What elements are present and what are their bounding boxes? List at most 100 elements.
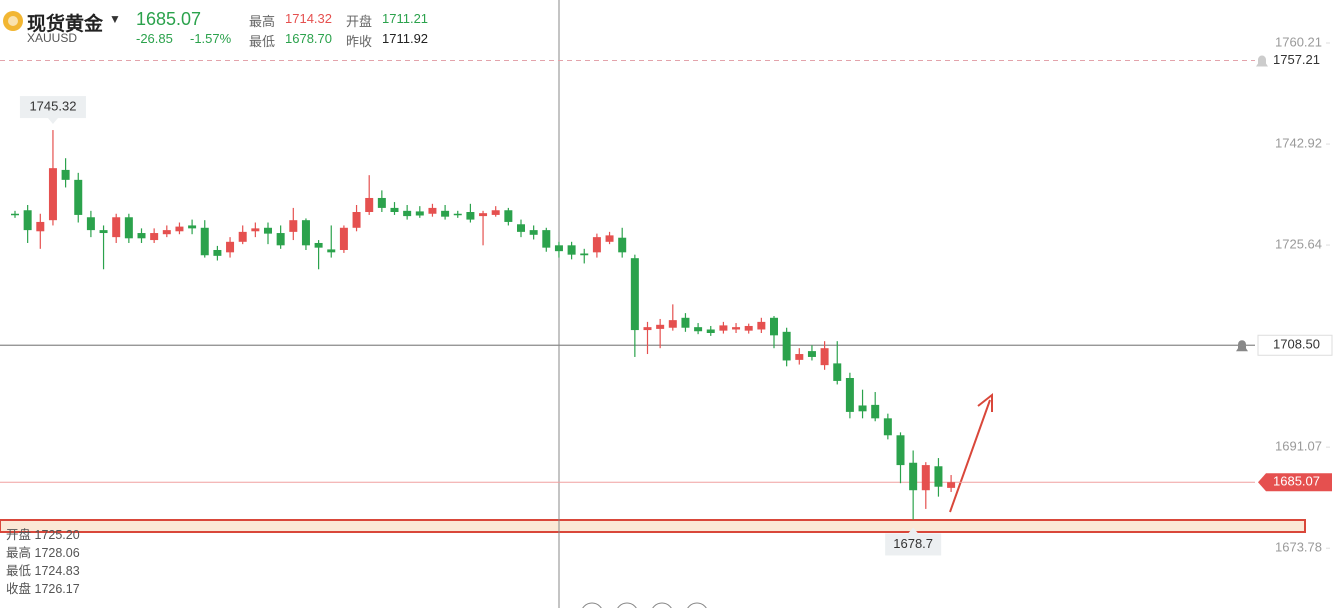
candle-body — [466, 211, 475, 220]
button[interactable] — [616, 602, 638, 608]
candle-body — [656, 324, 665, 329]
candle-body — [782, 331, 791, 361]
candle-body — [36, 221, 45, 232]
candle-body — [757, 321, 766, 330]
candle-body — [188, 225, 197, 229]
candle-body — [415, 211, 424, 216]
candle-body — [11, 213, 19, 216]
candle-body — [668, 320, 677, 328]
candle-body — [276, 233, 285, 246]
candle-body — [719, 325, 728, 331]
stat-value: 1711.21 — [382, 11, 429, 26]
candle-body — [289, 220, 298, 232]
candle-body — [820, 348, 829, 366]
high-label-box — [19, 96, 86, 119]
candle-body — [630, 258, 639, 331]
candle-body — [858, 405, 867, 412]
arrow-line — [949, 399, 991, 513]
instrument-name[interactable]: 现货黄金 — [27, 14, 104, 35]
bottom-buttons — [581, 602, 708, 608]
price-tag-label: 1708.50 — [1273, 337, 1320, 352]
candle-body — [732, 327, 741, 330]
candle-body — [504, 210, 513, 222]
candle-body — [883, 418, 892, 436]
stat-value: 1678.70 — [285, 31, 332, 46]
support-zone — [0, 519, 1306, 533]
candle-body — [251, 228, 260, 232]
candle-body — [238, 231, 247, 242]
low-label-box — [885, 533, 942, 556]
stat-label: 开盘 — [346, 14, 373, 29]
button[interactable] — [651, 602, 673, 608]
low-label: 1678.7 — [893, 536, 933, 551]
ohlc-label: 开盘 — [6, 528, 32, 542]
stat-value: 1714.32 — [285, 11, 332, 26]
candle-body — [226, 241, 235, 253]
high-label: 1745.32 — [29, 98, 76, 113]
ohlc-label: 最高 — [6, 546, 32, 560]
candle-body — [124, 217, 133, 239]
ohlc-value: 1724.83 — [34, 564, 80, 578]
candle-body — [428, 207, 437, 214]
y-tick-label: 1760.21 — [1275, 34, 1322, 49]
ohlc-value: 1726.17 — [34, 582, 80, 596]
candle-body — [643, 327, 652, 331]
ohlc-row: 最低 1724.83 — [6, 560, 80, 579]
ohlc-value: 1725.20 — [34, 528, 80, 542]
symbol: XAUUSD — [27, 31, 78, 45]
candle-body — [921, 465, 930, 491]
change: -26.85 — [136, 31, 173, 46]
ohlc-row: 收盘 1726.17 — [6, 578, 80, 597]
candle-body — [23, 210, 32, 231]
candle-body — [365, 197, 374, 212]
candle-body — [934, 466, 943, 487]
candle-body — [605, 235, 614, 242]
button[interactable] — [686, 602, 708, 608]
candle-body — [618, 237, 627, 253]
candle-body — [48, 168, 57, 221]
ohlc-label: 收盘 — [6, 582, 32, 596]
candle-body — [264, 227, 272, 234]
candle-body — [150, 233, 159, 241]
candle-body — [694, 327, 703, 332]
stat-label: 昨收 — [346, 34, 373, 49]
candle-body — [301, 220, 310, 246]
candle-body — [871, 404, 880, 419]
bell-icon — [1256, 55, 1268, 67]
ohlc-row: 最高 1728.06 — [6, 542, 80, 561]
candle-body — [580, 253, 589, 256]
candle-body — [352, 211, 361, 228]
gold-icon — [3, 11, 23, 31]
candle-body — [554, 245, 563, 252]
y-tick-label: 1725.64 — [1275, 237, 1322, 252]
candle-body — [807, 351, 816, 357]
candle-body — [567, 245, 576, 255]
high-label-pointer — [47, 118, 58, 125]
candle-body — [86, 217, 95, 231]
y-tick-label: 1691.07 — [1275, 439, 1322, 454]
candle-body — [744, 325, 753, 331]
y-tick-label: 1742.92 — [1275, 136, 1322, 151]
candle-body — [833, 363, 842, 381]
candle-body — [491, 210, 500, 215]
candle-body — [909, 462, 918, 491]
dropdown[interactable]: ▼ — [109, 12, 121, 26]
candle-body — [441, 210, 450, 217]
candle-body — [99, 230, 108, 234]
button[interactable] — [581, 602, 603, 608]
change-pct: -1.57% — [190, 31, 232, 46]
candle-body — [453, 213, 462, 216]
candle-body — [517, 224, 525, 232]
candle-body — [200, 227, 209, 256]
stat-label: 最高 — [249, 14, 276, 29]
candle-body — [770, 317, 778, 336]
ohlc-label: 最低 — [6, 564, 32, 578]
candle-body — [327, 249, 336, 253]
candle-body — [706, 329, 715, 333]
stat-value: 1711.92 — [382, 31, 429, 46]
candle-body — [795, 354, 804, 360]
price-tag-label: 1757.21 — [1273, 52, 1320, 67]
candle-body — [845, 377, 854, 412]
